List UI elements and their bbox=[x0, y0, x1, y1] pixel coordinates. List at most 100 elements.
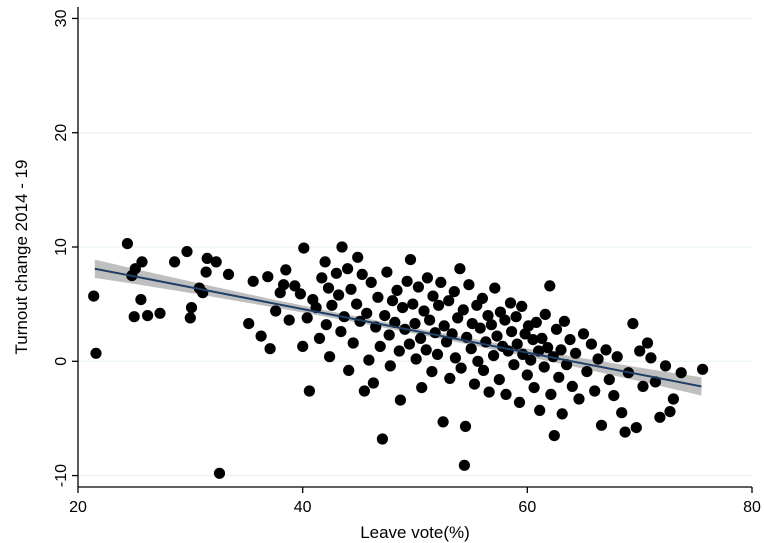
x-axis-ticks: 20 40 60 80 bbox=[69, 487, 761, 516]
data-point-29 bbox=[280, 264, 292, 276]
data-point-190 bbox=[654, 411, 666, 423]
data-point-80 bbox=[403, 338, 415, 350]
data-point-58 bbox=[356, 268, 368, 280]
data-point-167 bbox=[566, 380, 578, 392]
data-point-174 bbox=[592, 353, 604, 365]
data-point-79 bbox=[401, 275, 413, 287]
fit-line-group bbox=[94, 267, 702, 388]
data-point-187 bbox=[641, 337, 654, 349]
data-point-129 bbox=[493, 374, 505, 386]
data-point-135 bbox=[504, 297, 517, 309]
data-point-95 bbox=[431, 348, 444, 360]
data-point-192 bbox=[664, 406, 676, 418]
data-point-119 bbox=[474, 322, 486, 334]
data-point-156 bbox=[544, 280, 556, 292]
data-point-104 bbox=[448, 286, 460, 298]
data-point-113 bbox=[463, 279, 475, 291]
data-point-8 bbox=[142, 310, 154, 322]
data-point-71 bbox=[384, 360, 396, 372]
data-point-70 bbox=[383, 329, 395, 341]
data-point-44 bbox=[324, 351, 336, 363]
data-point-90 bbox=[421, 272, 433, 284]
data-point-98 bbox=[437, 416, 449, 428]
data-point-172 bbox=[585, 338, 598, 350]
data-point-144 bbox=[521, 369, 533, 381]
data-point-22 bbox=[247, 275, 259, 287]
data-point-114 bbox=[465, 343, 477, 355]
data-point-34 bbox=[298, 242, 310, 254]
data-point-16 bbox=[201, 252, 213, 264]
data-point-2 bbox=[121, 238, 133, 250]
data-point-23 bbox=[255, 330, 267, 342]
data-point-30 bbox=[283, 314, 295, 326]
data-point-24 bbox=[262, 271, 274, 283]
data-point-81 bbox=[404, 254, 417, 266]
data-point-67 bbox=[376, 433, 388, 445]
data-point-147 bbox=[527, 334, 539, 346]
data-point-66 bbox=[374, 340, 386, 352]
data-point-12 bbox=[184, 312, 196, 324]
data-point-106 bbox=[452, 312, 464, 324]
y-axis-title: Turnout change 2014 - 19 bbox=[12, 159, 31, 354]
data-point-159 bbox=[548, 430, 560, 442]
data-point-170 bbox=[577, 328, 590, 340]
data-point-6 bbox=[136, 256, 148, 268]
data-point-72 bbox=[386, 295, 399, 307]
data-point-92 bbox=[426, 366, 438, 378]
data-point-17 bbox=[200, 266, 212, 278]
data-point-169 bbox=[573, 393, 585, 405]
data-point-84 bbox=[410, 353, 422, 365]
data-point-76 bbox=[394, 394, 406, 406]
data-point-186 bbox=[637, 380, 649, 392]
data-point-191 bbox=[659, 360, 672, 372]
data-point-164 bbox=[558, 315, 571, 327]
data-point-151 bbox=[534, 404, 546, 416]
data-point-28 bbox=[278, 279, 290, 291]
data-point-163 bbox=[556, 408, 568, 420]
data-point-134 bbox=[502, 345, 514, 357]
data-point-127 bbox=[489, 282, 501, 294]
data-point-193 bbox=[667, 393, 680, 405]
data-point-107 bbox=[454, 263, 466, 275]
data-point-162 bbox=[555, 344, 567, 356]
fit-line bbox=[94, 267, 702, 388]
data-point-85 bbox=[412, 281, 424, 293]
data-point-10 bbox=[169, 256, 181, 268]
data-point-13 bbox=[185, 302, 198, 314]
data-point-52 bbox=[343, 364, 355, 376]
data-point-61 bbox=[363, 354, 375, 366]
data-point-133 bbox=[500, 388, 512, 400]
data-point-175 bbox=[595, 419, 608, 431]
data-point-33 bbox=[297, 340, 309, 352]
data-point-116 bbox=[468, 378, 481, 390]
data-point-45 bbox=[326, 299, 338, 311]
data-point-137 bbox=[508, 359, 520, 371]
data-point-184 bbox=[630, 422, 642, 434]
data-point-111 bbox=[459, 420, 472, 432]
data-point-88 bbox=[418, 305, 430, 317]
data-point-57 bbox=[354, 315, 366, 327]
data-point-74 bbox=[391, 284, 403, 296]
data-point-108 bbox=[455, 362, 467, 374]
x-axis-title: Leave vote(%) bbox=[360, 523, 470, 542]
data-point-166 bbox=[564, 334, 576, 346]
x-tick-label-1: 40 bbox=[294, 499, 312, 516]
data-point-49 bbox=[336, 241, 348, 253]
data-point-18 bbox=[210, 256, 222, 268]
data-point-94 bbox=[429, 327, 441, 339]
data-point-118 bbox=[472, 355, 484, 367]
data-point-140 bbox=[513, 396, 526, 408]
data-point-26 bbox=[270, 305, 282, 317]
data-point-132 bbox=[499, 314, 511, 326]
data-point-121 bbox=[477, 364, 490, 376]
data-points bbox=[88, 238, 709, 479]
y-tick-label-2: 10 bbox=[53, 238, 70, 256]
data-point-36 bbox=[303, 385, 315, 397]
data-point-0 bbox=[88, 290, 100, 302]
data-point-176 bbox=[600, 344, 612, 356]
data-point-123 bbox=[482, 310, 494, 322]
data-point-83 bbox=[409, 318, 421, 330]
y-tick-label-3: 20 bbox=[53, 124, 70, 142]
data-point-55 bbox=[351, 298, 363, 310]
data-point-19 bbox=[213, 467, 226, 479]
